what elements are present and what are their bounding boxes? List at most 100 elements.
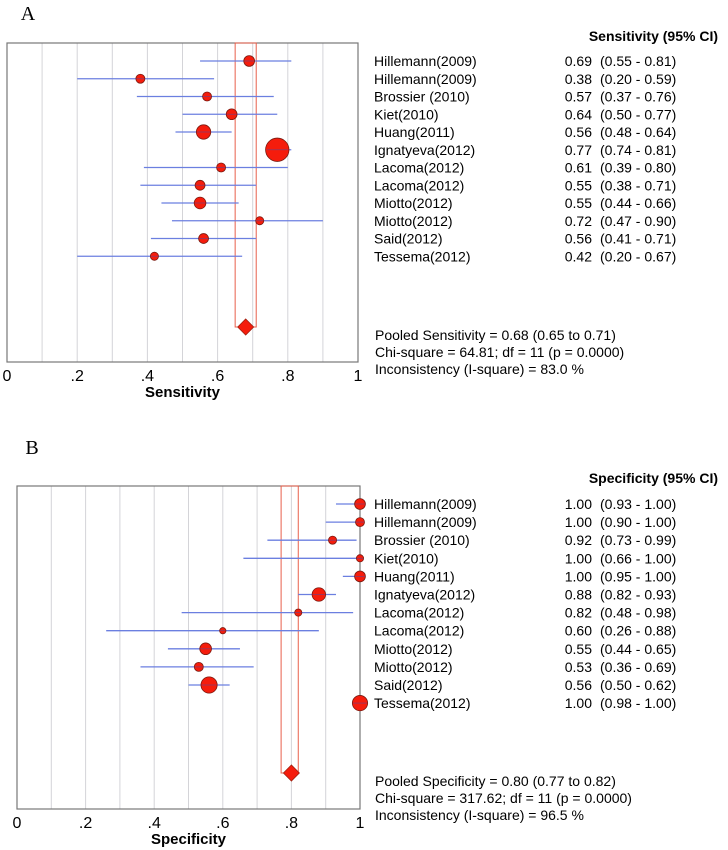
forest-panel-b: B 0 .2 .4 .6 .8 1 Specificity Specificity (95% C… — [13, 437, 718, 848]
study-ci: (0.90 - 1.00) — [600, 514, 676, 530]
study-name: Hillemann(2009) — [374, 514, 477, 530]
study-ci: (0.36 - 0.69) — [600, 659, 676, 675]
study-estimate: 0.38 — [565, 71, 592, 87]
study-ci: (0.44 - 0.66) — [600, 195, 676, 211]
x-tick-label: .2 — [79, 815, 92, 832]
study-name: Lacoma(2012) — [374, 160, 464, 176]
study-ci: (0.41 - 0.71) — [600, 231, 676, 247]
panel-letter: B — [25, 437, 38, 459]
study-estimate: 0.55 — [565, 641, 592, 657]
study-estimate: 0.56 — [565, 231, 592, 247]
summary-stat: Pooled Specificity = 0.80 (0.77 to 0.82) — [375, 773, 616, 789]
study-ci: (0.98 - 1.00) — [600, 695, 676, 711]
study-name: Lacoma(2012) — [374, 623, 464, 639]
study-name: Ignatyeva(2012) — [374, 587, 475, 603]
study-ci: (0.39 - 0.80) — [600, 160, 676, 176]
study-estimate: 0.92 — [565, 532, 592, 548]
study-ci: (0.20 - 0.67) — [600, 248, 676, 264]
study-estimate: 0.72 — [565, 213, 592, 229]
study-estimate: 0.64 — [565, 106, 592, 122]
panel-letter: A — [21, 3, 36, 25]
study-name: Brossier (2010) — [374, 532, 470, 548]
study-ci: (0.50 - 0.77) — [600, 106, 676, 122]
summary-stat: Chi-square = 64.81; df = 11 (p = 0.0000) — [375, 344, 624, 360]
study-ci: (0.93 - 1.00) — [600, 496, 676, 512]
pooled-diamond — [282, 764, 300, 782]
study-name: Tessema(2012) — [374, 248, 471, 264]
study-estimate: 0.77 — [565, 142, 592, 158]
study-estimate: 0.69 — [565, 53, 592, 69]
x-tick-label: 1 — [354, 368, 363, 385]
study-estimate: 0.57 — [565, 89, 592, 105]
study-estimate: 0.56 — [565, 124, 592, 140]
study-estimate: 0.56 — [565, 677, 592, 693]
study-name: Ignatyeva(2012) — [374, 142, 475, 158]
study-estimate: 1.00 — [565, 496, 592, 512]
study-ci: (0.47 - 0.90) — [600, 213, 676, 229]
study-estimate: 0.61 — [565, 160, 592, 176]
study-ci: (0.48 - 0.98) — [600, 605, 676, 621]
study-estimate: 1.00 — [565, 514, 592, 530]
study-name: Kiet(2010) — [374, 106, 439, 122]
x-tick-label: .8 — [285, 815, 298, 832]
study-ci: (0.48 - 0.64) — [600, 124, 676, 140]
x-tick-label: .6 — [216, 815, 229, 832]
study-estimate: 0.53 — [565, 659, 592, 675]
x-tick-label: .4 — [148, 815, 161, 832]
study-name: Lacoma(2012) — [374, 605, 464, 621]
estimates-header: Sensitivity (95% CI) — [589, 28, 718, 44]
study-ci: (0.55 - 0.81) — [600, 53, 676, 69]
x-tick-label: .8 — [281, 368, 294, 385]
study-name: Huang(2011) — [374, 124, 455, 140]
study-name: Lacoma(2012) — [374, 177, 464, 193]
study-name: Tessema(2012) — [374, 695, 471, 711]
plot-frame — [16, 485, 361, 810]
study-ci: (0.95 - 1.00) — [600, 568, 676, 584]
study-name: Said(2012) — [374, 231, 443, 247]
study-estimate: 0.55 — [565, 195, 592, 211]
study-estimate: 1.00 — [565, 568, 592, 584]
study-ci: (0.82 - 0.93) — [600, 587, 676, 603]
x-tick-label: .4 — [141, 368, 154, 385]
forest-panel-a: A 0 .2 .4 .6 .8 1 Sensitivity Sensitivity (95% C… — [3, 3, 718, 401]
study-name: Miotto(2012) — [374, 641, 453, 657]
estimates-header: Specificity (95% CI) — [589, 470, 718, 486]
study-name: Brossier (2010) — [374, 89, 470, 105]
summary-stat: Pooled Sensitivity = 0.68 (0.65 to 0.71) — [375, 327, 616, 343]
study-estimate: 0.60 — [565, 623, 592, 639]
study-name: Miotto(2012) — [374, 213, 453, 229]
study-name: Huang(2011) — [374, 568, 455, 584]
study-name: Hillemann(2009) — [374, 53, 477, 69]
study-ci: (0.37 - 0.76) — [600, 89, 676, 105]
plot-frame — [6, 42, 359, 363]
study-ci: (0.38 - 0.71) — [600, 177, 676, 193]
study-estimate: 0.88 — [565, 587, 592, 603]
study-estimate: 0.42 — [565, 248, 592, 264]
x-axis-title: Sensitivity — [145, 384, 221, 401]
study-ci: (0.26 - 0.88) — [600, 623, 676, 639]
study-ci: (0.20 - 0.59) — [600, 71, 676, 87]
pooled-ci-band — [280, 485, 299, 774]
summary-stat: Chi-square = 317.62; df = 11 (p = 0.0000… — [375, 790, 632, 806]
study-ci: (0.73 - 0.99) — [600, 532, 676, 548]
x-tick-label: .2 — [71, 368, 84, 385]
pooled-diamond — [237, 318, 255, 336]
study-ci: (0.74 - 0.81) — [600, 142, 676, 158]
x-axis-title: Specificity — [151, 831, 227, 848]
study-estimate: 1.00 — [565, 695, 592, 711]
study-name: Miotto(2012) — [374, 195, 453, 211]
study-ci: (0.44 - 0.65) — [600, 641, 676, 657]
x-tick-label: 0 — [3, 368, 12, 385]
study-ci: (0.50 - 0.62) — [600, 677, 676, 693]
x-tick-label: .6 — [211, 368, 224, 385]
study-name: Said(2012) — [374, 677, 443, 693]
x-tick-label: 0 — [13, 815, 22, 832]
study-estimate: 0.82 — [565, 605, 592, 621]
study-name: Hillemann(2009) — [374, 71, 477, 87]
study-estimate: 0.55 — [565, 177, 592, 193]
study-name: Miotto(2012) — [374, 659, 453, 675]
study-ci: (0.66 - 1.00) — [600, 550, 676, 566]
summary-stat: Inconsistency (I-square) = 83.0 % — [375, 361, 584, 377]
study-name: Hillemann(2009) — [374, 496, 477, 512]
